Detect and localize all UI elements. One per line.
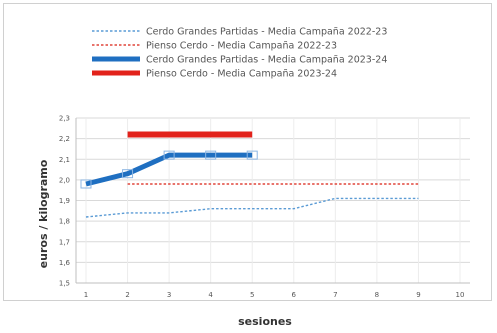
- chart-border: [3, 3, 492, 301]
- legend-label-2: Pienso Cerdo - Media Campaña 2022-23: [146, 41, 337, 52]
- x-tick-label: 6: [292, 291, 297, 299]
- y-tick-label: 2,0: [59, 176, 70, 184]
- series-marker-3: [122, 169, 134, 179]
- x-tick-label: 2: [125, 291, 129, 299]
- legend-label-4: Pienso Cerdo - Media Campaña 2023-24: [146, 69, 337, 80]
- y-axis-title: euros / kilogramo: [37, 159, 50, 268]
- y-tick-label: 1,6: [59, 259, 71, 267]
- y-tick-label: 1,5: [59, 280, 70, 288]
- y-tick-label: 1,7: [59, 238, 70, 246]
- series-marker-3: [205, 150, 217, 160]
- x-tick-label: 7: [333, 291, 337, 299]
- x-tick-label: 1: [84, 291, 88, 299]
- series-line-3: [85, 152, 253, 187]
- series-line-1: [85, 197, 419, 218]
- x-tick-label: 4: [208, 291, 213, 299]
- y-tick-label: 2,2: [59, 135, 70, 143]
- x-tick-label: 3: [167, 291, 171, 299]
- x-tick-label: 10: [456, 291, 465, 299]
- legend-label-1: Cerdo Grandes Partidas - Media Campaña 2…: [146, 27, 387, 38]
- x-axis-title: sesiones: [238, 315, 292, 328]
- y-tick-label: 2,3: [59, 115, 70, 123]
- y-tick-label: 1,9: [59, 197, 70, 205]
- axes: 1,5 1,6 1,7 1,8 1,9 2,0 2,1 2,2 2,3 1 2 3 4 5 6 7 8 9 10: [59, 115, 470, 299]
- x-tick-label: 5: [250, 291, 254, 299]
- y-tick-label: 2,1: [59, 156, 70, 164]
- series-marker-3: [246, 150, 258, 160]
- x-tick-label: 8: [375, 291, 379, 299]
- plot-series: [80, 131, 419, 218]
- x-tick-label: 9: [416, 291, 420, 299]
- legend-label-3: Cerdo Grandes Partidas - Media Campaña 2…: [146, 55, 387, 66]
- series-marker-3: [163, 150, 175, 160]
- legend: Cerdo Grandes Partidas - Media Campaña 2…: [92, 27, 387, 80]
- series-marker-3: [80, 179, 92, 189]
- y-tick-label: 1,8: [59, 218, 70, 226]
